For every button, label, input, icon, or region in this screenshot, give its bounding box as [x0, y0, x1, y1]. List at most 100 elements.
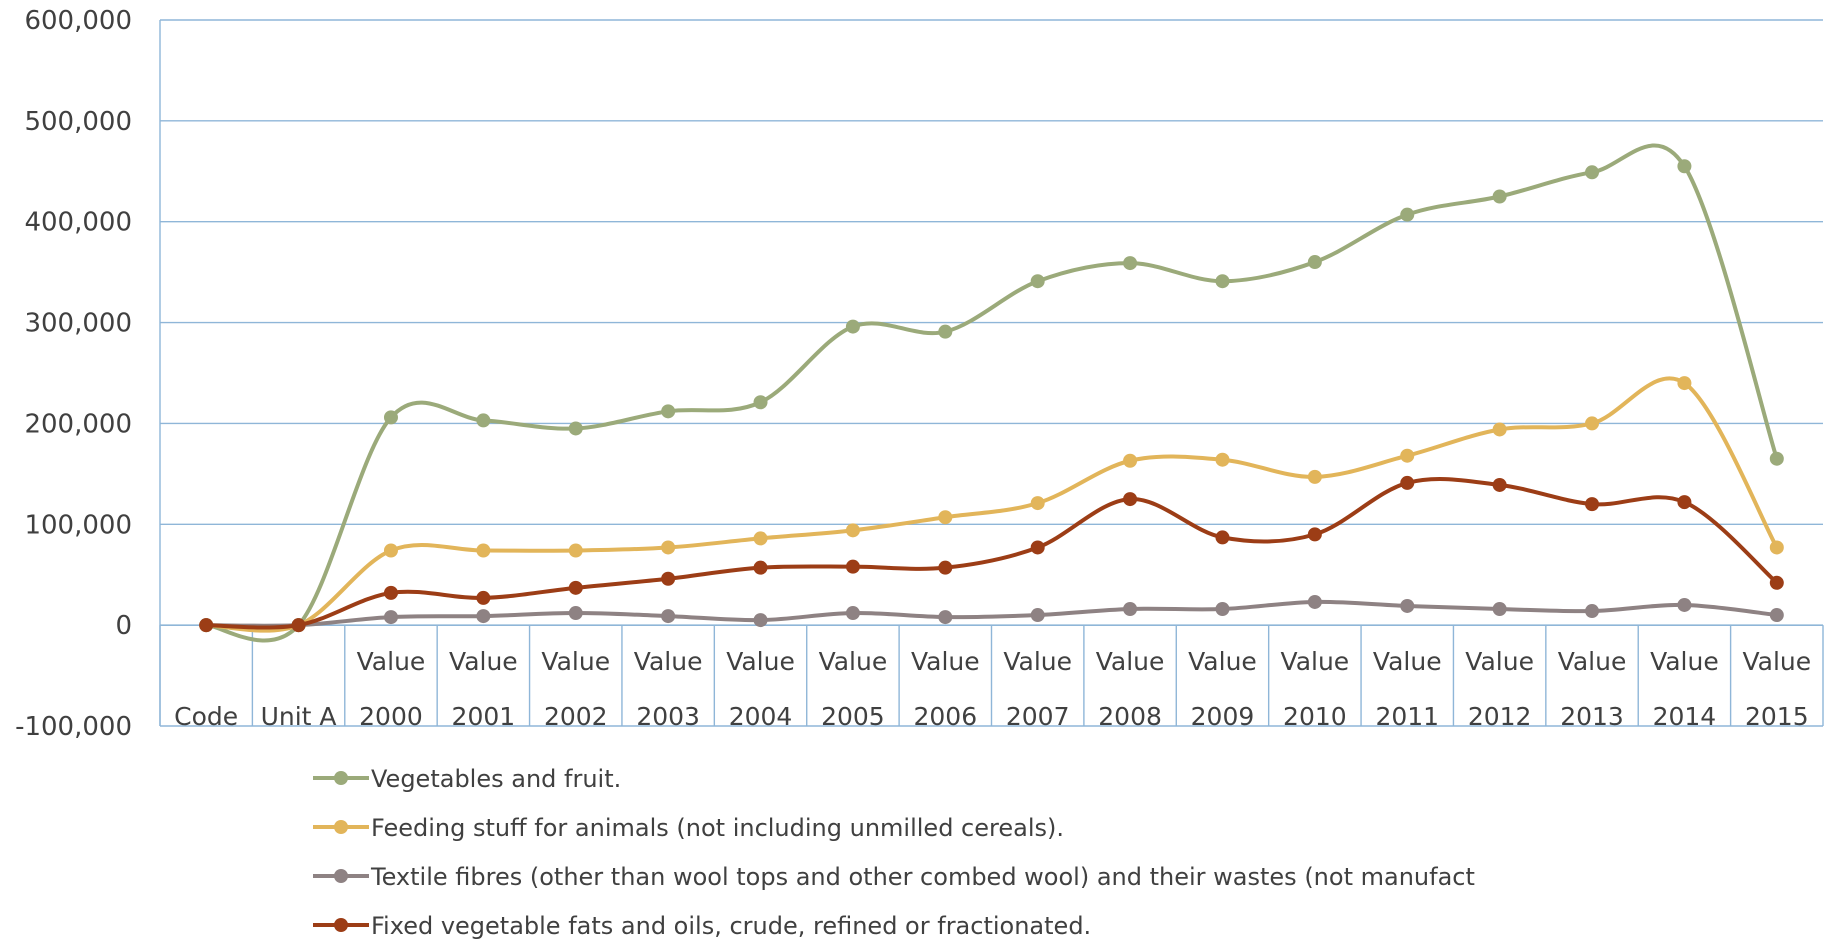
data-point [1030, 496, 1045, 511]
data-point [1030, 274, 1045, 289]
x-category-label-top: Value [1188, 647, 1257, 676]
series-lines [199, 143, 1784, 643]
data-point [845, 559, 860, 574]
x-category-label: Code [174, 702, 238, 731]
data-point [1307, 255, 1322, 270]
x-category-label-top: Value [1465, 647, 1534, 676]
data-point [1123, 256, 1138, 271]
x-category-label-top: Value [357, 647, 426, 676]
x-category-label: 2005 [821, 702, 885, 731]
data-point [1769, 540, 1784, 555]
x-category-label-top: Value [1096, 647, 1165, 676]
data-point [661, 540, 676, 555]
x-category-label-top: Value [819, 647, 888, 676]
data-point [1677, 495, 1692, 510]
data-point [568, 543, 583, 558]
x-category-label: 2007 [1006, 702, 1070, 731]
data-point [1769, 608, 1784, 623]
x-category-label-top: Value [911, 647, 980, 676]
x-category-label: 2012 [1468, 702, 1532, 731]
x-category-label: 2010 [1283, 702, 1347, 731]
legend-item: Textile fibres (other than wool tops and… [313, 863, 1475, 891]
series-line [204, 376, 1779, 633]
y-tick-label: 100,000 [24, 510, 132, 540]
data-point [1585, 497, 1600, 512]
data-point [476, 413, 491, 428]
data-point [1492, 422, 1507, 437]
data-point [938, 510, 953, 525]
legend-item: Fixed vegetable fats and oils, crude, re… [313, 912, 1091, 940]
data-point [1677, 159, 1692, 174]
data-point [1030, 608, 1045, 623]
data-point [1677, 597, 1692, 612]
legend-label: Feeding stuff for animals (not including… [371, 814, 1064, 842]
legend-swatch-marker [334, 869, 348, 883]
data-point [938, 610, 953, 625]
x-category-label-top: Value [1373, 647, 1442, 676]
data-point [1215, 274, 1230, 289]
data-point [383, 543, 398, 558]
data-point [568, 580, 583, 595]
series-textile-fibres-other-than-wool-tops-and- [199, 594, 1784, 633]
legend-swatch-marker [334, 918, 348, 932]
x-category-label-top: Value [634, 647, 703, 676]
data-point [291, 618, 306, 633]
data-point [753, 613, 768, 628]
data-point [568, 606, 583, 621]
x-category-label: 2002 [544, 702, 608, 731]
data-point [1307, 469, 1322, 484]
data-point [199, 618, 214, 633]
data-point [1400, 475, 1415, 490]
data-point [845, 319, 860, 334]
x-axis: Code Unit A Value 2000 Value 2001 Value 2002 Val… [159, 624, 1824, 731]
data-point [1585, 604, 1600, 619]
data-point [1400, 598, 1415, 613]
y-tick-label: -100,000 [15, 712, 132, 742]
series-line [204, 599, 1779, 628]
y-tick-label: 600,000 [24, 6, 132, 36]
data-point [476, 543, 491, 558]
x-category-label: 2000 [359, 702, 423, 731]
data-point [1030, 540, 1045, 555]
x-category-label: 2008 [1098, 702, 1162, 731]
legend-label: Textile fibres (other than wool tops and… [370, 863, 1475, 891]
legend-label: Fixed vegetable fats and oils, crude, re… [371, 912, 1091, 940]
x-category-label-top: Value [449, 647, 518, 676]
legend-swatch-marker [334, 771, 348, 785]
data-point [1492, 477, 1507, 492]
data-point [1215, 602, 1230, 617]
x-category-label-top: Value [1003, 647, 1072, 676]
legend: Vegetables and fruit. Feeding stuff for a… [313, 765, 1475, 940]
x-category-label: Unit A [261, 702, 337, 731]
y-tick-label: 0 [115, 611, 132, 641]
y-tick-label: 200,000 [24, 409, 132, 439]
data-point [1585, 165, 1600, 180]
data-point [753, 560, 768, 575]
data-point [1400, 448, 1415, 463]
legend-item: Vegetables and fruit. [313, 765, 621, 793]
data-point [1307, 527, 1322, 542]
data-point [1400, 207, 1415, 222]
legend-item: Feeding stuff for animals (not including… [313, 814, 1064, 842]
x-category-label: 2013 [1560, 702, 1624, 731]
data-point [1215, 530, 1230, 545]
series-vegetables-and-fruit [199, 143, 1784, 643]
data-point [1123, 602, 1138, 617]
x-category-label: 2015 [1745, 702, 1809, 731]
x-category-label: 2006 [913, 702, 977, 731]
x-category-label: 2004 [729, 702, 793, 731]
data-point [1769, 575, 1784, 590]
x-category-label: 2014 [1653, 702, 1717, 731]
series-feeding-stuff-for-animals-not-including- [199, 376, 1784, 633]
x-category-label: 2009 [1191, 702, 1255, 731]
series-line [204, 477, 1779, 630]
data-point [845, 606, 860, 621]
x-category-label: 2001 [452, 702, 516, 731]
data-point [1492, 189, 1507, 204]
gridlines [160, 19, 1823, 727]
y-tick-label: 500,000 [24, 107, 132, 137]
series-fixed-vegetable-fats-and-oils-crude-refi [199, 475, 1784, 633]
data-point [383, 610, 398, 625]
x-category-label-top: Value [541, 647, 610, 676]
